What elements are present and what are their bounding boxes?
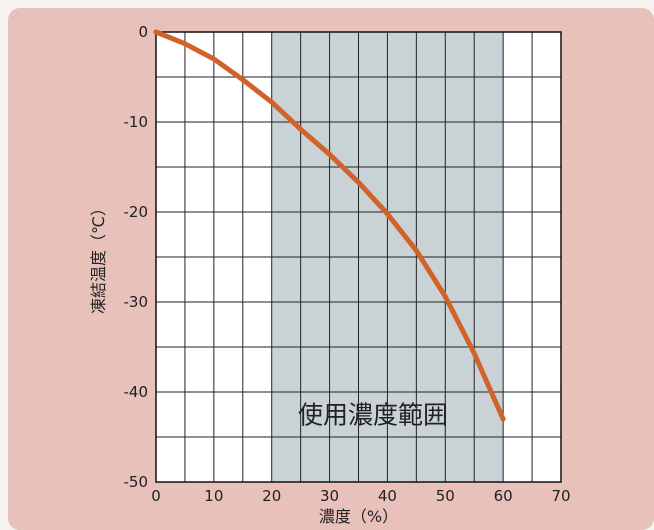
data-point (356, 179, 361, 185)
y-tick-label: 0 (138, 23, 148, 41)
data-point (153, 29, 159, 35)
y-axis-title: 凍結温度（℃） (89, 200, 108, 314)
x-tick-label: 0 (151, 487, 161, 505)
series-points (153, 29, 506, 422)
y-tick-label: -20 (124, 203, 149, 221)
y-tick-labels: 0 -10 -20 -30 -40 -50 (124, 23, 149, 491)
data-point (327, 151, 333, 157)
x-tick-label: 50 (436, 487, 455, 505)
data-point (269, 99, 275, 105)
x-tick-label: 10 (204, 487, 223, 505)
data-point (182, 41, 188, 47)
data-point (211, 56, 217, 62)
usage-range-label: 使用濃度範囲 (298, 401, 448, 430)
data-point (500, 416, 506, 422)
y-tick-label: -40 (124, 383, 149, 401)
data-point (471, 350, 477, 356)
data-point (442, 294, 448, 300)
x-tick-label: 40 (378, 487, 397, 505)
x-axis-title: 濃度（%） (319, 507, 398, 526)
x-tick-label: 30 (320, 487, 339, 505)
y-tick-label: -50 (124, 473, 149, 491)
y-tick-label: -10 (124, 113, 149, 131)
x-tick-label: 20 (262, 487, 281, 505)
data-point (413, 248, 419, 254)
data-point (384, 211, 390, 217)
freezing-point-chart: 0 10 20 30 40 50 60 70 0-10-20-30-40-50 使用濃度範囲 … (89, 23, 571, 526)
y-tick-label: -30 (124, 293, 149, 311)
data-point (240, 77, 246, 83)
chart-frame: 0 10 20 30 40 50 60 70 0 -10 -20 -30 -40 -50 使用濃度範囲 … (8, 8, 654, 530)
x-tick-label: 70 (551, 487, 570, 505)
data-point (298, 126, 304, 132)
grid-lines (155, 31, 562, 483)
x-tick-label: 60 (494, 487, 513, 505)
x-tick-labels: 0 10 20 30 40 50 60 70 (151, 487, 570, 505)
plot-border (155, 31, 562, 483)
